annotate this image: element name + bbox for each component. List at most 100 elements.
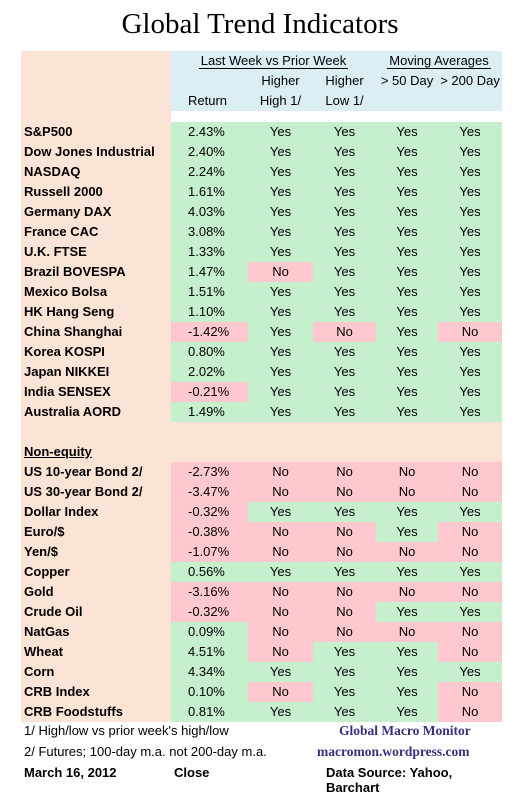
row-label: Australia AORD: [21, 402, 171, 422]
footnote-1: 1/ High/low vs prior week's high/low: [24, 723, 229, 738]
return-value: 1.61%: [171, 182, 248, 202]
higher-high-value: Yes: [248, 662, 313, 682]
row-label: Dollar Index: [21, 502, 171, 522]
return-value: -0.21%: [171, 382, 248, 402]
ma200-value: Yes: [438, 502, 503, 522]
header-ma50: > 50 Day: [376, 71, 439, 91]
ma50-value: Yes: [376, 682, 439, 702]
spacer-row: [21, 111, 503, 122]
non-equity-row: Crude Oil -0.32% No No Yes Yes: [21, 602, 503, 622]
ma200-value: Yes: [438, 262, 503, 282]
row-label: Yen/$: [21, 542, 171, 562]
footer: 1/ High/low vs prior week's high/low 2/ …: [21, 720, 502, 802]
return-value: 4.51%: [171, 642, 248, 662]
ma50-value: Yes: [376, 562, 439, 582]
ma200-value: Yes: [438, 382, 503, 402]
equity-row: Australia AORD 1.49% Yes Yes Yes Yes: [21, 402, 503, 422]
higher-low-value: Yes: [313, 342, 377, 362]
higher-high-value: No: [248, 522, 313, 542]
higher-high-value: Yes: [248, 282, 313, 302]
ma50-value: Yes: [376, 242, 439, 262]
equity-row: France CAC 3.08% Yes Yes Yes Yes: [21, 222, 503, 242]
return-value: 0.80%: [171, 342, 248, 362]
return-value: 2.24%: [171, 162, 248, 182]
ma50-value: Yes: [376, 142, 439, 162]
equity-row: S&P500 2.43% Yes Yes Yes Yes: [21, 122, 503, 142]
non-equity-row: NatGas 0.09% No No No No: [21, 622, 503, 642]
ma200-value: Yes: [438, 162, 503, 182]
ma50-value: Yes: [376, 182, 439, 202]
higher-low-value: Yes: [313, 182, 377, 202]
ma50-value: Yes: [376, 282, 439, 302]
higher-low-value: No: [313, 542, 377, 562]
return-value: 1.10%: [171, 302, 248, 322]
report-date: March 16, 2012: [24, 765, 117, 780]
row-label: Germany DAX: [21, 202, 171, 222]
non-equity-row: CRB Index 0.10% No Yes Yes No: [21, 682, 503, 702]
return-value: 0.56%: [171, 562, 248, 582]
ma200-value: No: [438, 702, 503, 722]
higher-low-value: Yes: [313, 402, 377, 422]
equity-row: Japan NIKKEI 2.02% Yes Yes Yes Yes: [21, 362, 503, 382]
header-row-top: Higher Higher > 50 Day > 200 Day: [21, 71, 503, 91]
ma200-value: Yes: [438, 602, 503, 622]
higher-low-value: Yes: [313, 262, 377, 282]
return-value: -1.42%: [171, 322, 248, 342]
equity-row: Germany DAX 4.03% Yes Yes Yes Yes: [21, 202, 503, 222]
higher-low-value: Yes: [313, 122, 377, 142]
return-value: 2.02%: [171, 362, 248, 382]
ma200-value: Yes: [438, 122, 503, 142]
non-equity-row: Wheat 4.51% No Yes Yes No: [21, 642, 503, 662]
row-label: Dow Jones Industrial: [21, 142, 171, 162]
higher-high-value: No: [248, 682, 313, 702]
ma50-value: Yes: [376, 302, 439, 322]
ma50-value: Yes: [376, 362, 439, 382]
row-label: CRB Foodstuffs: [21, 702, 171, 722]
ma50-value: Yes: [376, 642, 439, 662]
ma50-value: Yes: [376, 702, 439, 722]
row-label: Russell 2000: [21, 182, 171, 202]
ma200-value: Yes: [438, 662, 503, 682]
return-value: -1.07%: [171, 542, 248, 562]
higher-low-value: No: [313, 602, 377, 622]
row-label: France CAC: [21, 222, 171, 242]
ma200-value: Yes: [438, 362, 503, 382]
row-label: Gold: [21, 582, 171, 602]
row-label: Mexico Bolsa: [21, 282, 171, 302]
higher-low-value: No: [313, 322, 377, 342]
ma50-value: Yes: [376, 162, 439, 182]
higher-high-value: No: [248, 642, 313, 662]
ma200-value: Yes: [438, 342, 503, 362]
ma200-value: No: [438, 522, 503, 542]
higher-high-value: No: [248, 622, 313, 642]
ma200-value: Yes: [438, 562, 503, 582]
row-label: India SENSEX: [21, 382, 171, 402]
return-value: 1.33%: [171, 242, 248, 262]
return-value: 3.08%: [171, 222, 248, 242]
higher-low-value: Yes: [313, 282, 377, 302]
row-label: Korea KOSPI: [21, 342, 171, 362]
higher-low-value: Yes: [313, 242, 377, 262]
header-higher-low-bottom: Low 1/: [313, 91, 377, 111]
higher-low-value: Yes: [313, 302, 377, 322]
ma50-value: Yes: [376, 262, 439, 282]
return-value: 2.40%: [171, 142, 248, 162]
equity-row: U.K. FTSE 1.33% Yes Yes Yes Yes: [21, 242, 503, 262]
ma200-value: No: [438, 622, 503, 642]
equity-row: Mexico Bolsa 1.51% Yes Yes Yes Yes: [21, 282, 503, 302]
higher-high-value: No: [248, 602, 313, 622]
higher-high-value: No: [248, 462, 313, 482]
row-label: U.K. FTSE: [21, 242, 171, 262]
equity-row: Russell 2000 1.61% Yes Yes Yes Yes: [21, 182, 503, 202]
return-value: 0.10%: [171, 682, 248, 702]
ma200-value: No: [438, 642, 503, 662]
ma50-value: No: [376, 542, 439, 562]
higher-high-value: No: [248, 542, 313, 562]
row-label: CRB Index: [21, 682, 171, 702]
ma50-value: Yes: [376, 522, 439, 542]
data-source: Data Source: Yahoo, Barchart: [326, 765, 453, 795]
ma200-value: No: [438, 682, 503, 702]
higher-low-value: Yes: [313, 642, 377, 662]
higher-high-value: Yes: [248, 382, 313, 402]
section-title-non-equity: Non-equity: [24, 444, 92, 459]
